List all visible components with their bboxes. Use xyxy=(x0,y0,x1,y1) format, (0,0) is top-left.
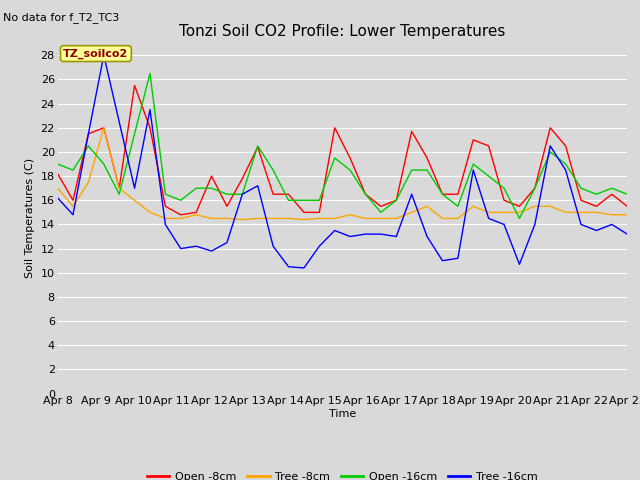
X-axis label: Time: Time xyxy=(329,409,356,419)
Y-axis label: Soil Temperatures (C): Soil Temperatures (C) xyxy=(25,158,35,278)
Legend: Open -8cm, Tree -8cm, Open -16cm, Tree -16cm: Open -8cm, Tree -8cm, Open -16cm, Tree -… xyxy=(143,467,542,480)
Text: No data for f_T2_TC3: No data for f_T2_TC3 xyxy=(3,12,120,23)
Text: TZ_soilco2: TZ_soilco2 xyxy=(63,48,129,59)
Title: Tonzi Soil CO2 Profile: Lower Temperatures: Tonzi Soil CO2 Profile: Lower Temperatur… xyxy=(179,24,506,39)
